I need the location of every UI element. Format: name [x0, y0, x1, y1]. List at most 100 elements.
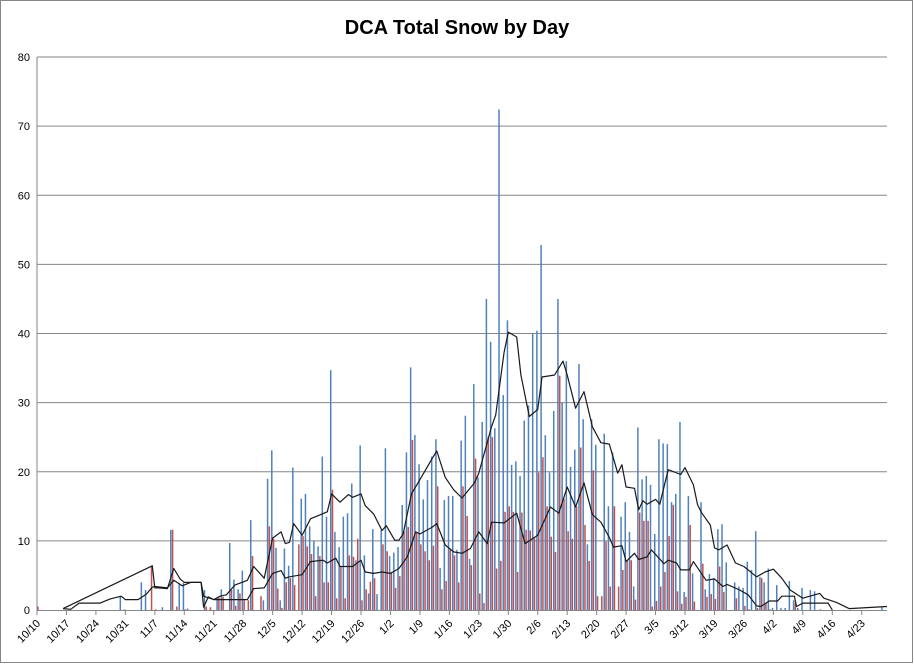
red-bar: [411, 439, 414, 610]
red-bar: [462, 486, 464, 610]
red-bar: [272, 538, 275, 610]
red-bar: [676, 591, 679, 610]
blue-bar: [691, 573, 694, 610]
red-bar: [319, 556, 321, 610]
red-bar: [268, 526, 271, 610]
red-bar: [466, 515, 468, 610]
blue-bar: [401, 504, 403, 610]
blue-bar: [704, 589, 706, 610]
red-bar: [525, 529, 527, 610]
red-bar: [361, 600, 363, 610]
red-bar: [563, 498, 565, 610]
red-bar: [609, 586, 611, 610]
blue-bar: [527, 405, 530, 610]
red-bar: [386, 551, 388, 610]
red-bar: [310, 554, 313, 610]
red-bar: [664, 571, 666, 610]
y-tick-label: 30: [18, 398, 30, 410]
blue-bar: [275, 547, 277, 610]
red-bar: [483, 603, 485, 610]
blue-bar: [637, 427, 639, 610]
chart-title: DCA Total Snow by Day: [345, 17, 570, 39]
red-bar: [508, 506, 510, 610]
red-bar: [382, 544, 384, 610]
blue-bar: [422, 499, 425, 610]
red-bar: [340, 567, 342, 610]
blue-bar: [759, 576, 761, 610]
blue-bar: [590, 419, 593, 610]
red-bar: [420, 544, 422, 610]
blue-bar: [498, 109, 500, 610]
blue-bar: [494, 428, 496, 610]
blue-bar: [531, 333, 534, 610]
blue-bar: [523, 420, 526, 610]
blue-bar: [334, 531, 336, 610]
red-bar: [819, 609, 822, 610]
red-bar: [681, 603, 683, 610]
blue-bar: [595, 444, 597, 610]
red-bar: [323, 582, 325, 610]
red-bar: [655, 601, 658, 610]
trend-lines: [62, 331, 888, 611]
blue-bar: [540, 245, 542, 610]
red-bar: [403, 531, 405, 610]
blue-bar: [578, 363, 580, 610]
blue-bar: [170, 529, 172, 610]
red-bar: [487, 437, 489, 610]
blue-bar: [725, 562, 727, 610]
red-bar: [601, 596, 603, 610]
red-bar: [558, 375, 561, 610]
red-bar: [550, 536, 553, 610]
red-bar: [647, 520, 649, 610]
blue-bar: [380, 529, 382, 610]
blue-bar: [477, 477, 479, 610]
blue-bar: [409, 367, 412, 610]
red-bar: [533, 538, 536, 610]
red-bar: [176, 606, 178, 610]
red-bar: [327, 582, 330, 610]
red-bar: [453, 555, 456, 610]
red-bar: [744, 605, 746, 610]
red-bar: [222, 596, 224, 610]
red-bar: [516, 571, 519, 610]
blue-bar: [355, 560, 357, 610]
blue-bar: [666, 444, 669, 610]
blue-bar: [338, 547, 340, 610]
red-bar: [234, 605, 237, 610]
red-bar: [243, 600, 245, 610]
blue-bar: [561, 402, 563, 610]
blue-bar: [620, 516, 622, 610]
blue-bar: [144, 589, 147, 610]
blue-bar: [771, 607, 774, 610]
red-bar: [588, 560, 590, 610]
blue-bar: [582, 419, 584, 610]
blue-bar: [287, 565, 290, 610]
blue-bar: [161, 607, 164, 610]
blue-bar: [325, 516, 328, 610]
blue-bar: [603, 433, 605, 610]
blue-bar: [367, 593, 370, 610]
red-bar: [512, 511, 515, 610]
blue-bar: [266, 478, 269, 610]
red-bar: [209, 607, 212, 610]
red-bar: [474, 458, 477, 610]
red-bar: [298, 544, 300, 610]
blue-bar: [506, 320, 509, 610]
blue-bar: [881, 607, 883, 610]
blue-bar: [754, 531, 757, 610]
red-bar: [390, 571, 393, 610]
blue-bar: [809, 589, 812, 610]
blue-bar: [460, 440, 462, 610]
red-bar: [723, 592, 725, 610]
blue-bar: [548, 472, 551, 610]
red-bar: [218, 597, 220, 610]
blue-bar: [662, 443, 664, 610]
blue-bar: [321, 456, 324, 610]
red-bar: [613, 506, 616, 610]
red-bar: [470, 565, 473, 610]
blue-bar: [485, 298, 488, 610]
blue-bar: [712, 578, 715, 610]
red-bar: [500, 560, 502, 610]
red-bar: [622, 569, 624, 610]
red-bar: [651, 606, 654, 610]
